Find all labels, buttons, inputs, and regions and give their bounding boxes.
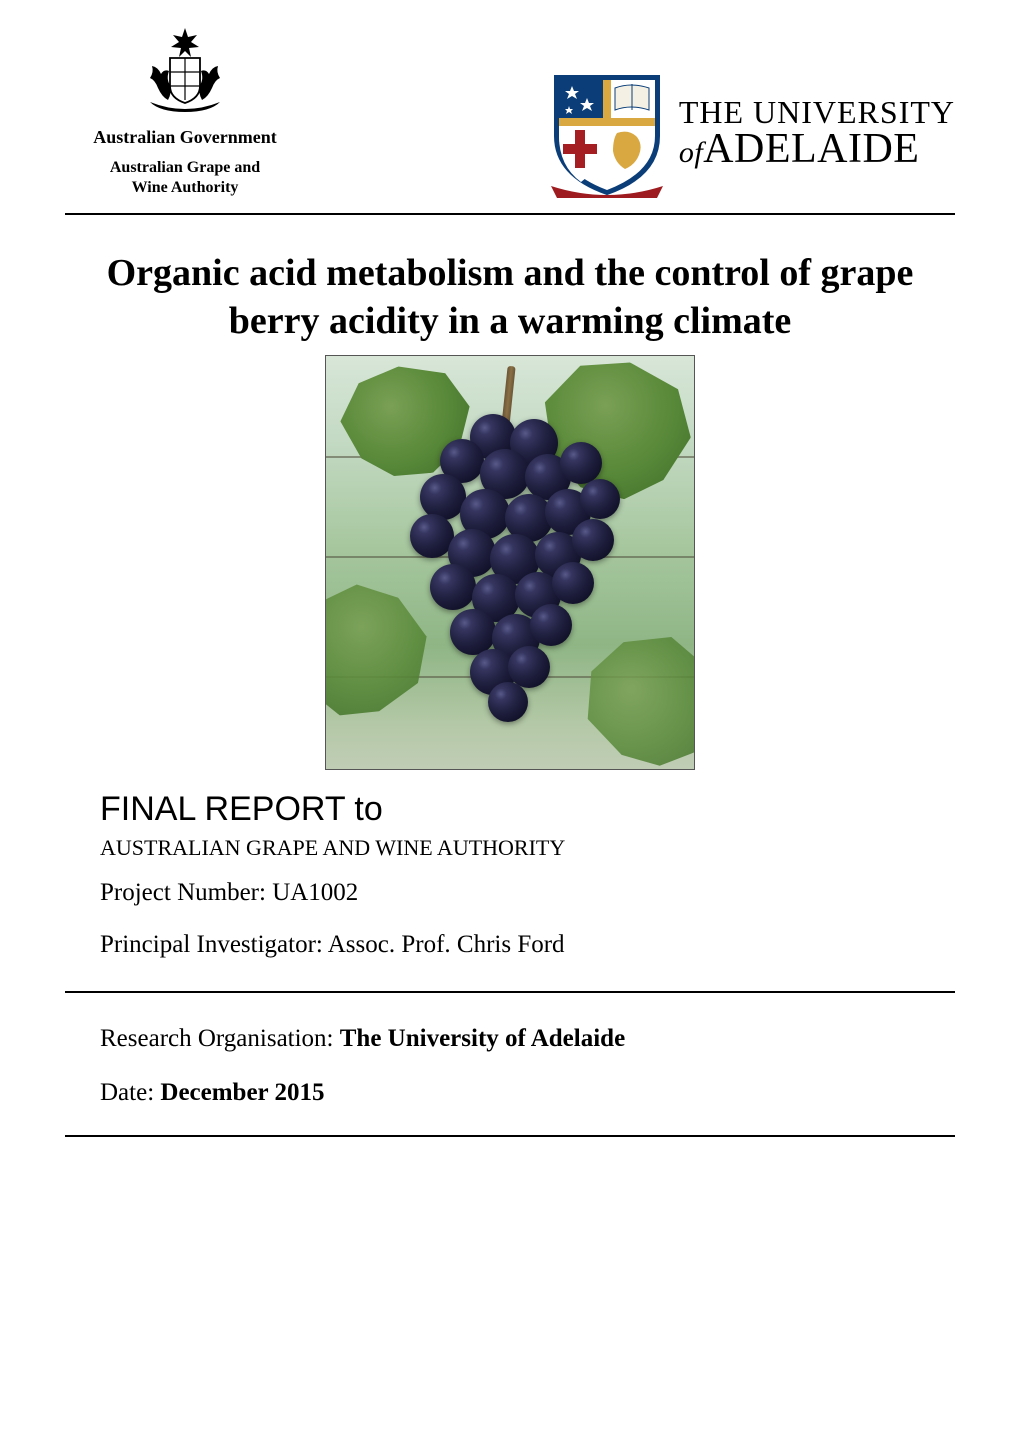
university-shield-icon: [547, 68, 667, 198]
australian-government-label: Australian Government: [93, 127, 277, 148]
date-value: December 2015: [160, 1079, 324, 1106]
university-adelaide-logo-block: THE UNIVERSITY ofADELAIDE: [547, 28, 955, 198]
pi-name: Assoc. Prof. Chris Ford: [328, 931, 565, 958]
authority-name: AUSTRALIAN GRAPE AND WINE AUTHORITY: [100, 835, 955, 861]
document-title: Organic acid metabolism and the control …: [95, 250, 925, 345]
divider-1: [65, 213, 955, 215]
org-label: Research Organisation:: [100, 1025, 340, 1052]
grape-cluster: [380, 394, 640, 714]
uni-line1: THE UNIVERSITY: [679, 96, 955, 128]
divider-2: [65, 991, 955, 993]
australian-govt-logo-block: Australian Government Australian Grape a…: [65, 28, 305, 198]
pi-label: Principal Investigator:: [100, 931, 328, 958]
divider-3: [65, 1135, 955, 1137]
grape-wine-authority-label: Australian Grape andWine Authority: [110, 158, 260, 198]
project-number-line: Project Number: UA1002: [100, 879, 955, 907]
report-cover-page: Australian Government Australian Grape a…: [0, 0, 1020, 1440]
university-name-text: THE UNIVERSITY ofADELAIDE: [679, 96, 955, 170]
header-row: Australian Government Australian Grape a…: [65, 28, 955, 198]
principal-investigator-line: Principal Investigator: Assoc. Prof. Chr…: [100, 931, 955, 959]
uni-line2: ofADELAIDE: [679, 128, 955, 170]
hero-image-wrap: [65, 355, 955, 770]
date-line: Date: December 2015: [100, 1079, 955, 1107]
final-report-label: FINAL REPORT to: [100, 790, 955, 829]
grape-bunch-photo: [325, 355, 695, 770]
project-number-value: UA1002: [272, 879, 358, 906]
project-number-label: Project Number:: [100, 879, 272, 906]
date-label: Date:: [100, 1079, 160, 1106]
research-org-line: Research Organisation: The University of…: [100, 1025, 955, 1053]
org-name: The University of Adelaide: [340, 1025, 625, 1052]
coat-of-arms-icon: [130, 28, 240, 123]
